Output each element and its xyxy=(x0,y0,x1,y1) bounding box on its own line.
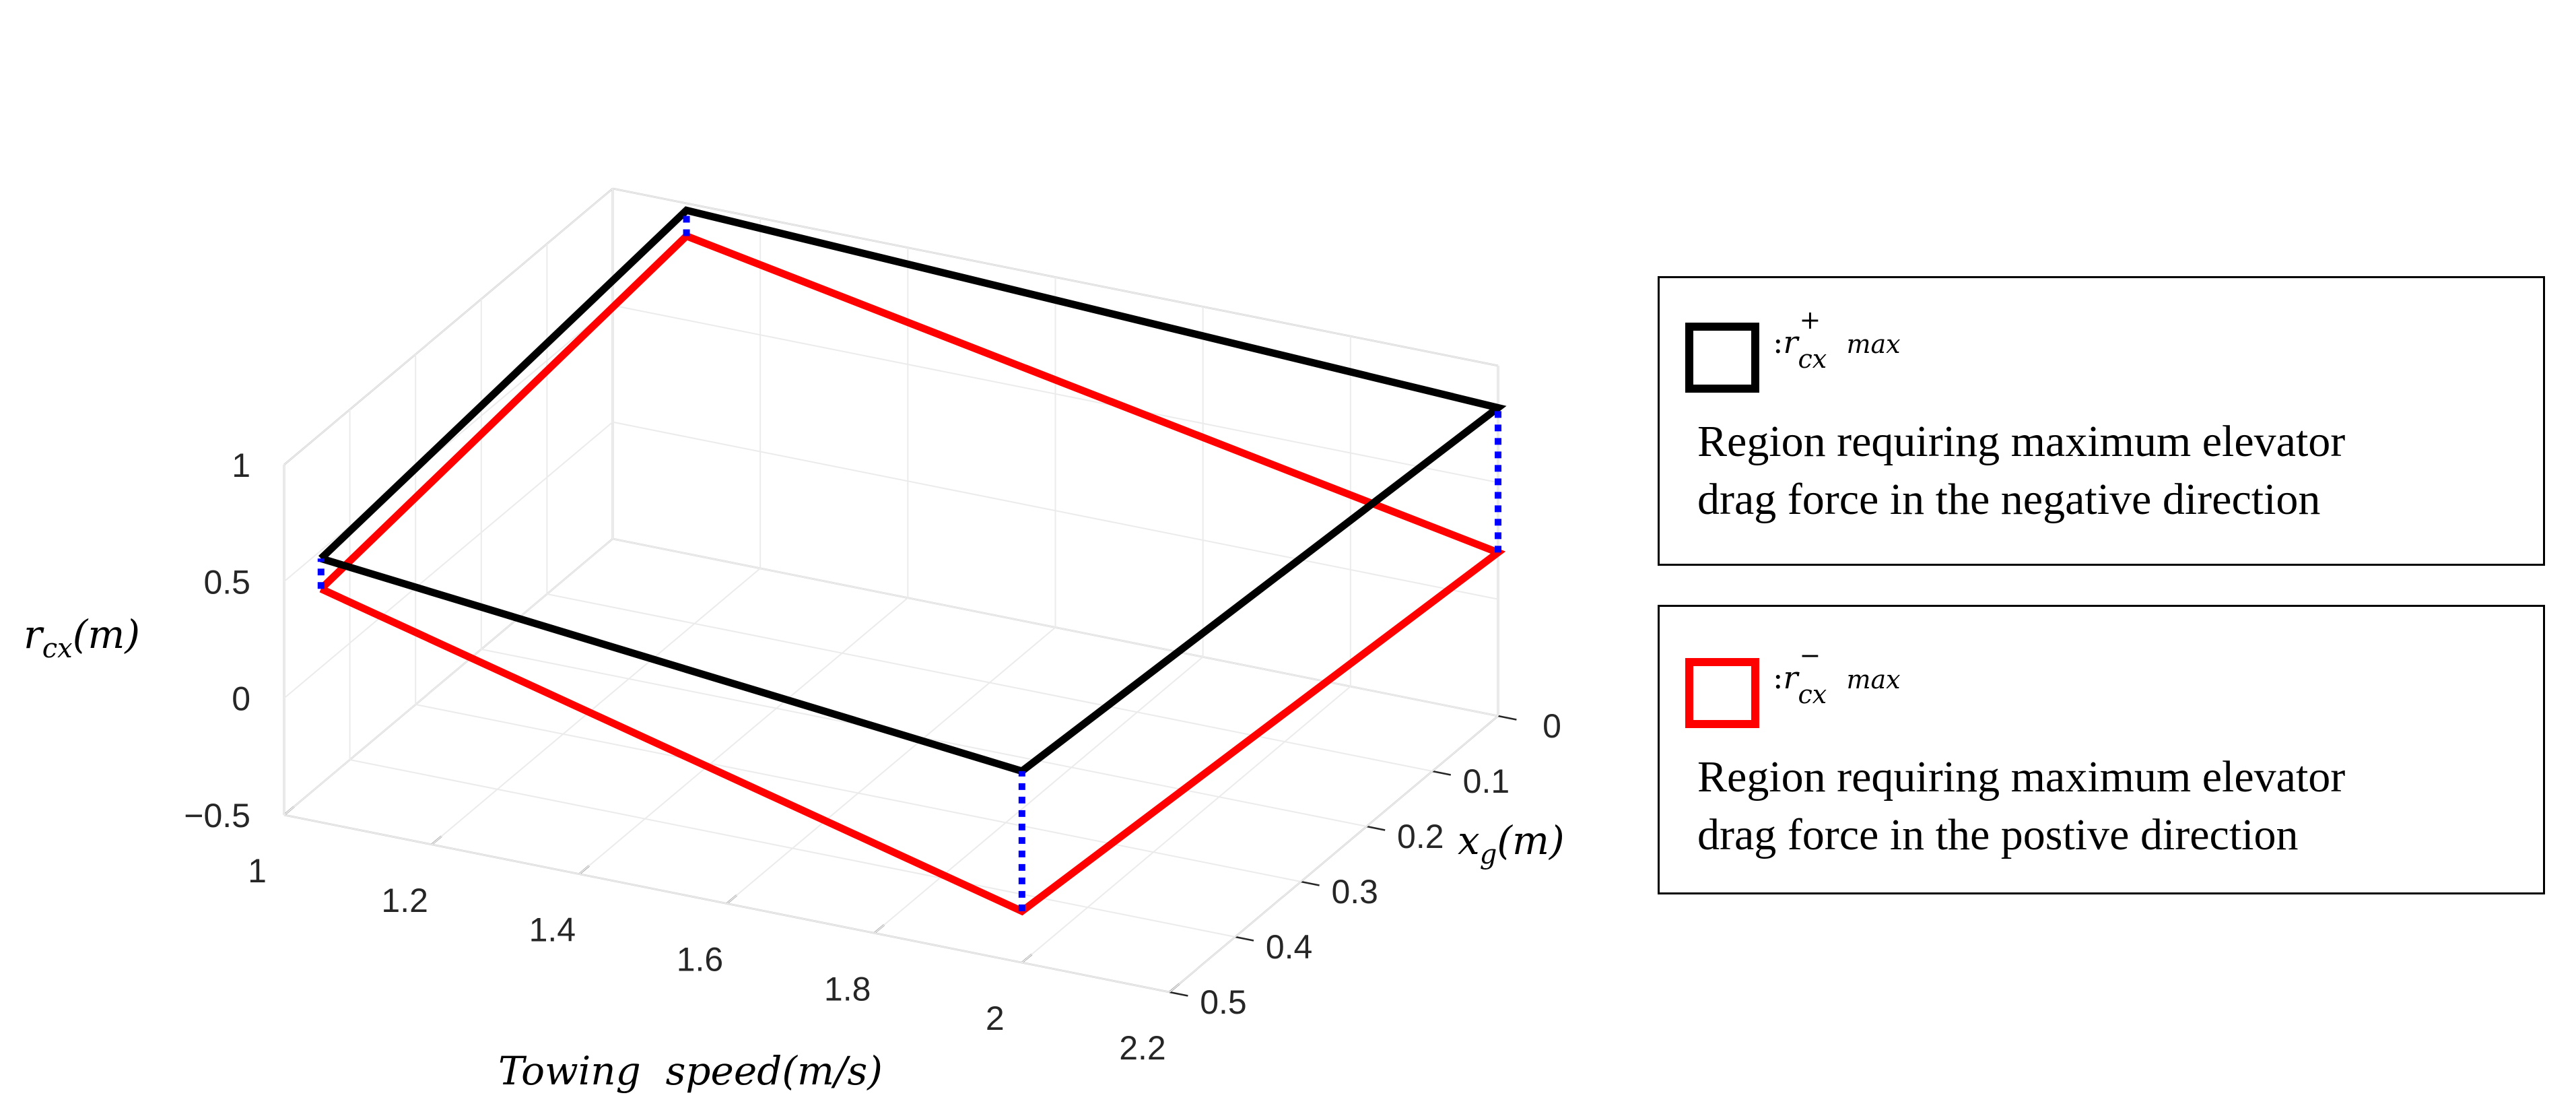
legend-title-positive: :r + cx max xyxy=(1773,305,1901,374)
gridline-z-back xyxy=(612,421,1499,600)
z-tick-label: 0.5 xyxy=(203,563,250,601)
data-lines xyxy=(317,206,1507,916)
gridline-z-side xyxy=(283,538,613,816)
z-tick-label: −0.5 xyxy=(184,797,250,835)
gridline-z-back xyxy=(612,188,1499,366)
gridline-z-side xyxy=(283,188,613,465)
gridline-y-floor xyxy=(547,593,1433,772)
chart-3d-plot: 1 1.2 1.4 1.6 1.8 2 2.2 0 0.1 0.2 0.3 0.4 0.5 1 0.5 0 −0… xyxy=(24,187,1565,1094)
y-tick-label: 0.5 xyxy=(1200,983,1247,1021)
gridline-z-back xyxy=(612,538,1499,717)
y-tick-label: 0.1 xyxy=(1463,762,1510,800)
z-tick-label: 0 xyxy=(232,680,250,718)
legend-title-negative: :r − cx max xyxy=(1773,641,1901,710)
y-axis-label: xg(m) xyxy=(1458,818,1565,870)
x-tick-label: 1.6 xyxy=(677,941,724,979)
tick-mark-y xyxy=(1169,991,1188,997)
tick-mark-y xyxy=(1235,936,1254,942)
y-tick-label: 0.4 xyxy=(1266,928,1313,966)
legend-description-positive: Region requiring maximum elevator drag f… xyxy=(1697,417,2346,524)
gridline-z-side xyxy=(283,421,613,699)
tick-mark-y xyxy=(1497,715,1517,721)
gridline-y-floor xyxy=(415,704,1301,882)
gridline-x-floor xyxy=(578,597,908,875)
tick-mark-y xyxy=(1366,825,1386,831)
x-tick-label: 1.4 xyxy=(529,911,576,949)
series-line-rcx-minus-max xyxy=(318,232,1506,916)
z-tick-label: 1 xyxy=(232,447,250,484)
legend-swatch-red xyxy=(1685,658,1759,728)
gridline-x-floor xyxy=(431,568,761,845)
tick-labels: 1 1.2 1.4 1.6 1.8 2 2.2 0 0.1 0.2 0.3 0.4 0.5 1 0.5 0 −0… xyxy=(184,447,1561,1067)
x-tick-label: 1.8 xyxy=(824,970,871,1008)
gridline-z-back xyxy=(612,304,1499,484)
y-tick-label: 0.2 xyxy=(1397,818,1444,855)
x-tick-label: 1.2 xyxy=(381,882,428,919)
x-tick-label: 1 xyxy=(248,852,267,890)
gridline-x-floor xyxy=(1169,715,1499,993)
legend-swatch-black xyxy=(1685,323,1759,393)
legend-box-positive: :r + cx max Region requiring maximum eleva… xyxy=(1658,276,2545,566)
gridline-x-floor xyxy=(726,626,1056,905)
y-tick-label: 0.3 xyxy=(1331,873,1378,911)
gridline-y-floor xyxy=(283,814,1170,993)
x-tick-label: 2.2 xyxy=(1119,1029,1166,1067)
tick-mark-y xyxy=(1432,770,1452,776)
gridline-x-floor xyxy=(874,656,1204,934)
gridline-y-floor xyxy=(349,759,1235,938)
x-axis-label: Towing speed(m/s) xyxy=(498,1048,883,1094)
gridline-z-side xyxy=(283,304,613,583)
legend-box-negative: :r − cx max Region requiring maximum eleva… xyxy=(1658,605,2545,894)
tick-mark-y xyxy=(1300,880,1320,886)
y-tick-label: 0 xyxy=(1543,707,1561,745)
x-tick-label: 2 xyxy=(986,1000,1005,1037)
legend-description-negative: Region requiring maximum elevator drag f… xyxy=(1697,752,2346,859)
series-line-rcx-plus-max xyxy=(318,206,1507,775)
z-axis-label: rcx(m) xyxy=(24,612,140,664)
grid xyxy=(283,188,1499,993)
gridline-x-floor xyxy=(1021,686,1351,963)
